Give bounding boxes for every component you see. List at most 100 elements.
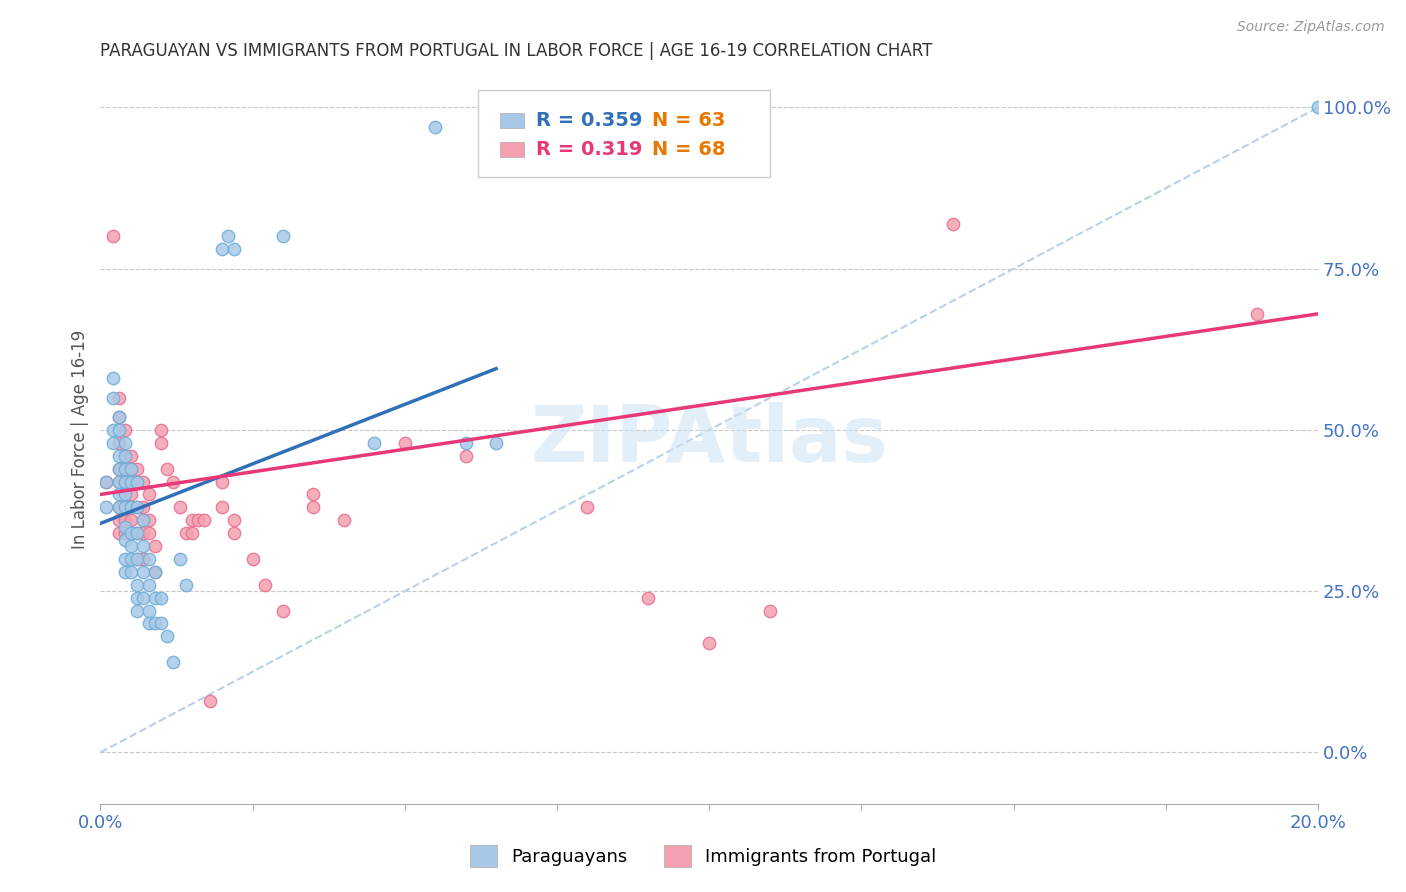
Point (211, 475, 233, 489)
Point (120, 449, 142, 463)
Point (120, 487, 142, 501)
Point (125, 475, 148, 489)
Point (637, 591, 659, 605)
Point (125, 552, 148, 566)
Point (120, 461, 142, 475)
Point (132, 552, 155, 566)
Point (138, 577, 160, 591)
Point (120, 500, 142, 515)
Point (271, 603, 294, 617)
Point (125, 500, 148, 515)
Bar (499, 142, 524, 157)
Text: PARAGUAYAN VS IMMIGRANTS FROM PORTUGAL IN LABOR FORCE | AGE 16-19 CORRELATION CH: PARAGUAYAN VS IMMIGRANTS FROM PORTUGAL I… (100, 42, 932, 60)
Point (302, 487, 325, 501)
Point (759, 603, 782, 617)
Point (156, 461, 179, 475)
Point (454, 435, 477, 450)
Point (132, 513, 155, 527)
Point (180, 526, 202, 541)
Point (143, 565, 166, 579)
Point (242, 552, 264, 566)
Point (114, 487, 136, 501)
Point (169, 500, 191, 515)
Point (174, 577, 197, 591)
Point (114, 423, 136, 437)
Point (114, 475, 136, 489)
Point (125, 500, 148, 515)
Point (253, 577, 276, 591)
Text: Source: ZipAtlas.com: Source: ZipAtlas.com (1237, 20, 1385, 34)
Point (138, 616, 160, 631)
Point (114, 533, 136, 547)
Point (107, 391, 129, 405)
Point (425, 120, 447, 134)
Text: ZIPAtlas: ZIPAtlas (530, 401, 889, 477)
Point (174, 526, 197, 541)
Point (107, 513, 129, 527)
Point (120, 475, 142, 489)
Point (107, 461, 129, 475)
Point (107, 435, 129, 450)
Point (394, 435, 416, 450)
Point (125, 603, 148, 617)
Point (120, 526, 142, 541)
Point (114, 552, 136, 566)
Point (454, 449, 477, 463)
FancyBboxPatch shape (478, 90, 770, 178)
Point (143, 591, 166, 605)
Point (138, 487, 160, 501)
Y-axis label: In Labor Force | Age 16-19: In Labor Force | Age 16-19 (72, 330, 89, 549)
Point (125, 552, 148, 566)
Point (96, 500, 118, 515)
Point (187, 513, 209, 527)
Point (101, 371, 124, 385)
Point (125, 591, 148, 605)
Point (107, 500, 129, 515)
Text: R = 0.359: R = 0.359 (536, 111, 643, 130)
Point (107, 410, 129, 425)
Point (107, 423, 129, 437)
Point (180, 513, 202, 527)
Point (120, 475, 142, 489)
Point (107, 526, 129, 541)
Point (1308, 100, 1330, 114)
Point (138, 526, 160, 541)
Point (150, 435, 173, 450)
Point (132, 475, 155, 489)
Text: N = 68: N = 68 (652, 140, 725, 159)
Text: N = 63: N = 63 (652, 111, 725, 130)
Point (101, 423, 124, 437)
Point (143, 565, 166, 579)
Point (942, 217, 965, 231)
Point (162, 655, 184, 669)
Point (162, 475, 184, 489)
Text: R = 0.319: R = 0.319 (536, 140, 643, 159)
Point (193, 513, 215, 527)
Point (132, 539, 155, 553)
Point (576, 500, 599, 515)
Point (101, 391, 124, 405)
Point (125, 526, 148, 541)
Point (107, 475, 129, 489)
Point (107, 487, 129, 501)
Legend: Paraguayans, Immigrants from Portugal: Paraguayans, Immigrants from Portugal (463, 838, 943, 874)
Point (143, 539, 166, 553)
Point (120, 552, 142, 566)
Point (150, 591, 173, 605)
Point (114, 449, 136, 463)
Point (101, 229, 124, 244)
Point (114, 513, 136, 527)
Point (132, 591, 155, 605)
Point (217, 229, 239, 244)
Point (271, 229, 294, 244)
Point (114, 461, 136, 475)
Point (224, 243, 246, 257)
Point (150, 423, 173, 437)
Point (132, 500, 155, 515)
Point (107, 449, 129, 463)
Point (143, 616, 166, 631)
Bar (499, 113, 524, 128)
Point (96, 475, 118, 489)
Point (211, 243, 233, 257)
Point (114, 526, 136, 541)
